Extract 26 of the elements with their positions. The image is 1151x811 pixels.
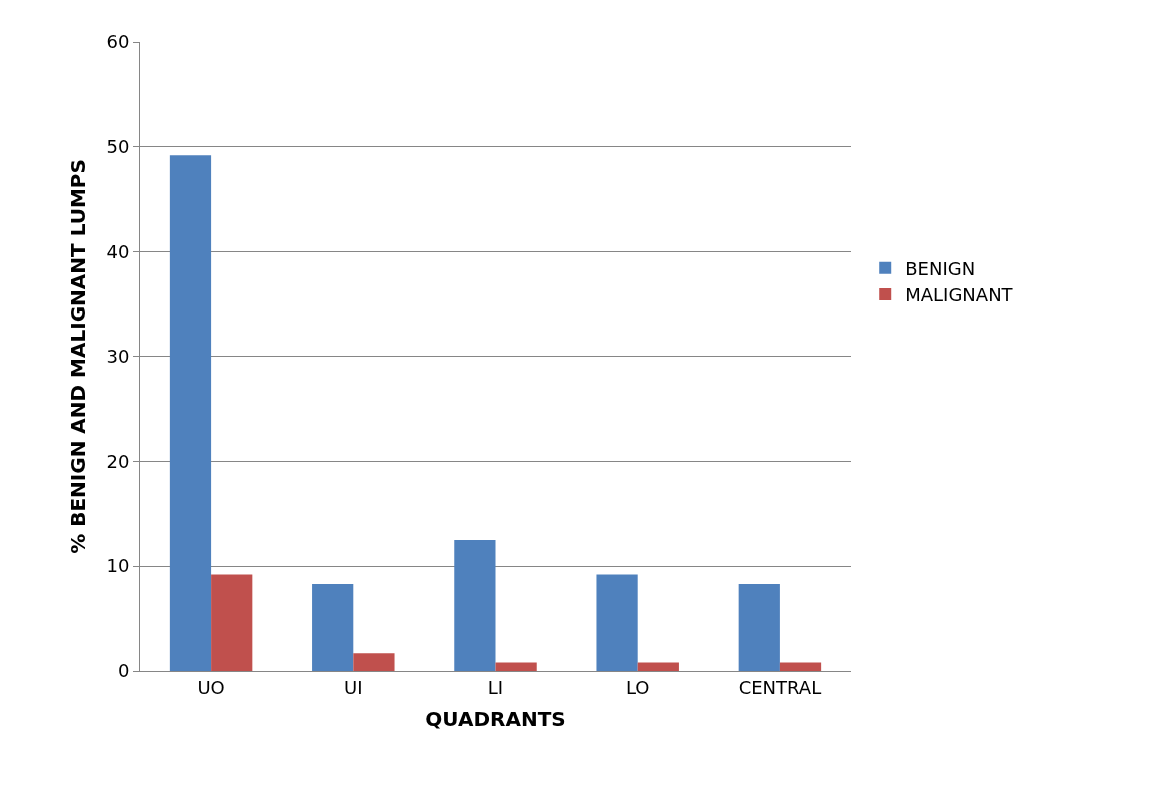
legend-label: BENIGN <box>905 257 976 279</box>
legend-label: MALIGNANT <box>905 284 1014 306</box>
bar <box>738 583 780 671</box>
x-tick-label: LO <box>625 676 650 698</box>
y-tick-label: 0 <box>117 660 130 682</box>
bar <box>211 574 253 671</box>
y-tick-label: 50 <box>106 136 130 158</box>
y-axis-title: % BENIGN AND MALIGNANT LUMPS <box>65 159 90 554</box>
bar <box>454 539 496 671</box>
x-tick-label: CENTRAL <box>738 676 822 698</box>
y-tick-label: 40 <box>106 240 130 262</box>
bar <box>637 662 679 671</box>
x-tick-label: UO <box>197 676 225 698</box>
bar <box>495 662 537 671</box>
x-tick-label: UI <box>344 676 363 698</box>
bar <box>169 155 212 671</box>
bar <box>353 653 395 671</box>
y-tick-label: 60 <box>106 31 130 53</box>
x-axis-title: QUADRANTS <box>425 707 566 732</box>
y-tick-label: 20 <box>106 450 130 472</box>
x-tick-label: LI <box>487 676 504 698</box>
bar <box>596 574 638 671</box>
bar <box>779 662 822 671</box>
bar <box>312 583 354 671</box>
y-tick-label: 10 <box>106 555 130 577</box>
y-tick-label: 30 <box>106 345 130 367</box>
